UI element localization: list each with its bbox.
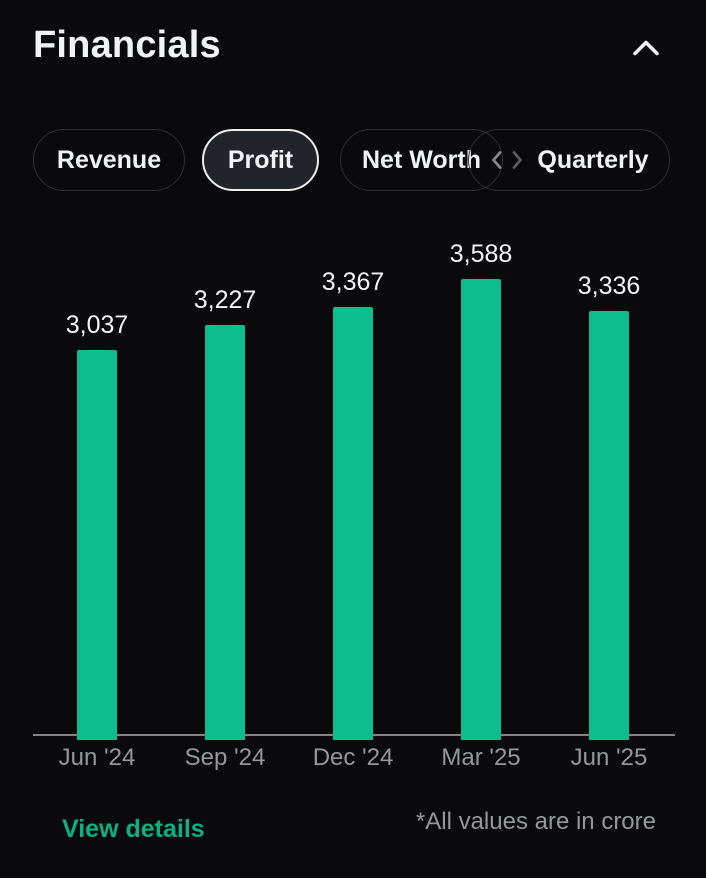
values-unit-note: *All values are in crore	[415, 808, 656, 835]
tab-label: Profit	[227, 145, 294, 174]
chart-bar[interactable]	[205, 325, 245, 740]
bar-column: 3,588	[417, 235, 545, 740]
chevron-up-icon	[633, 40, 659, 56]
bar-column: 3,227	[161, 235, 289, 740]
x-axis-tick-label: Dec '24	[312, 744, 394, 771]
chevron-left-right-icon	[489, 149, 525, 171]
profit-bar-chart: 3,037 3,227 3,367 3,588 3,336	[33, 235, 675, 740]
bar-value-label: 3,588	[449, 240, 513, 268]
x-axis-labels: Jun '24 Sep '24 Dec '24 Mar '25 Jun '25	[33, 744, 673, 776]
bar-column: 3,037	[33, 235, 161, 740]
section-title: Financials	[33, 24, 221, 66]
period-selector-label: Quarterly	[537, 145, 649, 174]
chart-bar[interactable]	[333, 307, 373, 740]
tab-label: Revenue	[56, 145, 162, 174]
tab-revenue[interactable]: Revenue	[33, 129, 185, 191]
tab-profit[interactable]: Profit	[202, 129, 319, 191]
bar-value-label: 3,037	[65, 311, 129, 339]
bar-column: 3,336	[545, 235, 673, 740]
chart-bar[interactable]	[461, 279, 501, 740]
bar-column: 3,367	[289, 235, 417, 740]
chart-bar[interactable]	[77, 350, 117, 740]
x-axis-tick-label: Sep '24	[184, 744, 266, 771]
collapse-section-button[interactable]	[622, 28, 670, 68]
tab-label: Net Worth	[362, 145, 481, 174]
period-selector-button[interactable]: Quarterly	[468, 129, 670, 191]
x-axis-tick-label: Jun '24	[58, 744, 136, 771]
x-axis-tick-label: Mar '25	[441, 744, 521, 771]
tab-net-worth[interactable]: Net Worth	[340, 129, 503, 191]
view-details-link[interactable]: View details	[62, 815, 205, 843]
bar-value-label: 3,367	[321, 268, 385, 296]
bar-value-label: 3,227	[193, 286, 257, 314]
chart-bar[interactable]	[589, 311, 629, 740]
x-axis-tick-label: Jun '25	[570, 744, 648, 771]
bar-value-label: 3,336	[577, 272, 641, 300]
